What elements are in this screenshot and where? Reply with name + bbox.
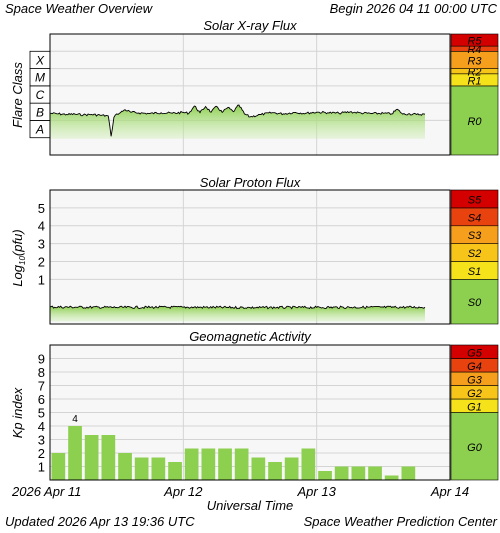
kp-bar-12 — [251, 457, 266, 480]
kp-bar-16 — [318, 471, 332, 480]
kp-tick-label-0: 1 — [38, 460, 45, 475]
proton-series — [49, 305, 426, 322]
proton-tick-label-4: 5 — [38, 201, 45, 216]
proton-plot-area — [50, 190, 450, 324]
kp-bar-13 — [268, 462, 282, 480]
time-axis-title: Universal Time — [207, 498, 294, 513]
kp-bar-2 — [84, 435, 99, 480]
kp-bar-19 — [368, 466, 382, 480]
kp-bar-8 — [184, 448, 199, 480]
kp-bar-17 — [334, 466, 349, 480]
proton-scale-label-0: S0 — [468, 297, 482, 309]
kp-max-annotation: 4 — [72, 414, 78, 425]
kp-tick-label-1: 2 — [38, 446, 45, 461]
xray-ylabel: Flare Class — [10, 62, 25, 128]
kp-bar-10 — [218, 448, 232, 480]
kp-scale-label-4: G4 — [467, 361, 482, 373]
kp-scale-label-5: G5 — [467, 347, 483, 359]
kp-tick-label-6: 7 — [38, 379, 45, 394]
xray-class-label-1: B — [36, 105, 44, 119]
proton-scale-label-5: S5 — [468, 194, 482, 206]
xray-frame — [49, 33, 451, 156]
xray-flux-line — [50, 104, 426, 137]
kp-bars: 4 — [51, 414, 416, 480]
kp-scale-label-3: G3 — [467, 374, 483, 386]
kp-scale-segment-5 — [450, 344, 499, 359]
xray-scale-label-2: R2 — [467, 67, 481, 79]
proton-scale-label-1: S1 — [468, 266, 481, 278]
time-tick-label-3: Apr 14 — [430, 484, 469, 499]
kp-scale-segment-0 — [450, 412, 499, 481]
swpc-credit: Space Weather Prediction Center — [304, 514, 498, 529]
proton-scale-label-3: S3 — [468, 230, 482, 242]
proton-tick-label-3: 4 — [38, 219, 45, 234]
proton-scale-label-4: S4 — [468, 212, 481, 224]
kp-tick-label-5: 6 — [38, 392, 45, 407]
kp-scale-label-0: G0 — [467, 442, 483, 454]
kp-tick-label-4: 5 — [38, 406, 45, 421]
overview-title: Space Weather Overview — [5, 1, 154, 16]
proton-scale-segment-5 — [450, 189, 499, 209]
geomag-title: Geomagnetic Activity — [189, 329, 312, 344]
kp-scale-label-1: G1 — [467, 401, 482, 413]
updated-time: Updated 2026 Apr 13 19:36 UTC — [5, 514, 195, 529]
kp-bar-11 — [234, 448, 249, 480]
kp-tick-label-2: 3 — [38, 433, 45, 448]
proton-scale-segment-0 — [450, 278, 499, 325]
xray-title: Solar X-ray Flux — [203, 18, 297, 33]
xray-scale-label-3: R3 — [467, 55, 482, 67]
axis-labels: 2026 Apr 11 Apr 12 Apr 13 Apr 14ABCMX123451… — [11, 50, 469, 499]
proton-ylabel: Log10(pfu) — [10, 229, 27, 286]
xray-scale-label-4: R4 — [467, 44, 481, 56]
xray-class-label-4: X — [35, 53, 45, 67]
proton-flux-area — [50, 306, 425, 322]
kp-bar-21 — [401, 466, 416, 480]
kp-bar-7 — [168, 462, 182, 480]
kp-bar-4 — [118, 453, 132, 480]
begin-time: Begin 2026 04 11 00:00 UTC — [330, 1, 498, 16]
kp-scale-label-2: G2 — [467, 388, 482, 400]
proton-flux-line — [49, 305, 426, 310]
xray-scale-segment-5 — [450, 33, 499, 47]
kp-bar-9 — [201, 448, 216, 480]
time-tick-label-1: Apr 12 — [163, 484, 203, 499]
xray-class-label-2: C — [36, 88, 45, 102]
proton-frame — [49, 189, 451, 325]
xray-scale-label-1: R1 — [467, 75, 481, 87]
kp-tick-label-7: 8 — [38, 365, 45, 380]
proton-tick-label-0: 1 — [38, 272, 45, 287]
proton-tick-label-2: 3 — [38, 237, 45, 252]
kp-bar-0 — [51, 453, 66, 480]
kp-ylabel: Kp index — [10, 387, 25, 438]
time-tick-label-2: Apr 13 — [297, 484, 337, 499]
proton-tick-label-1: 2 — [38, 254, 45, 269]
kp-bar-18 — [351, 466, 366, 480]
kp-bar-20 — [384, 475, 399, 480]
kp-bar-1 — [68, 426, 82, 480]
kp-bar-6 — [151, 457, 166, 480]
kp-tick-label-3: 4 — [38, 419, 45, 434]
kp-tick-label-8: 9 — [38, 352, 45, 367]
kp-bar-15 — [301, 448, 316, 480]
kp-bar-5 — [134, 457, 149, 480]
proton-scale-label-2: S2 — [468, 248, 481, 260]
proton-ylabel-base: 10 — [18, 256, 27, 265]
proton-ylabel-unit: (pfu) — [10, 229, 25, 256]
time-tick-label-0: 2026 Apr 11 — [11, 484, 81, 499]
proton-ylabel-log: Log — [10, 264, 25, 286]
proton-title: Solar Proton Flux — [200, 175, 301, 190]
xray-scale-label-5: R5 — [467, 36, 482, 48]
xray-class-label-0: A — [35, 123, 44, 137]
kp-bar-14 — [284, 457, 299, 480]
xray-series — [50, 104, 426, 139]
xray-class-label-3: M — [35, 71, 45, 85]
kp-bar-3 — [101, 435, 116, 480]
kp-frame — [49, 344, 451, 481]
xray-scale-label-0: R0 — [467, 116, 482, 128]
